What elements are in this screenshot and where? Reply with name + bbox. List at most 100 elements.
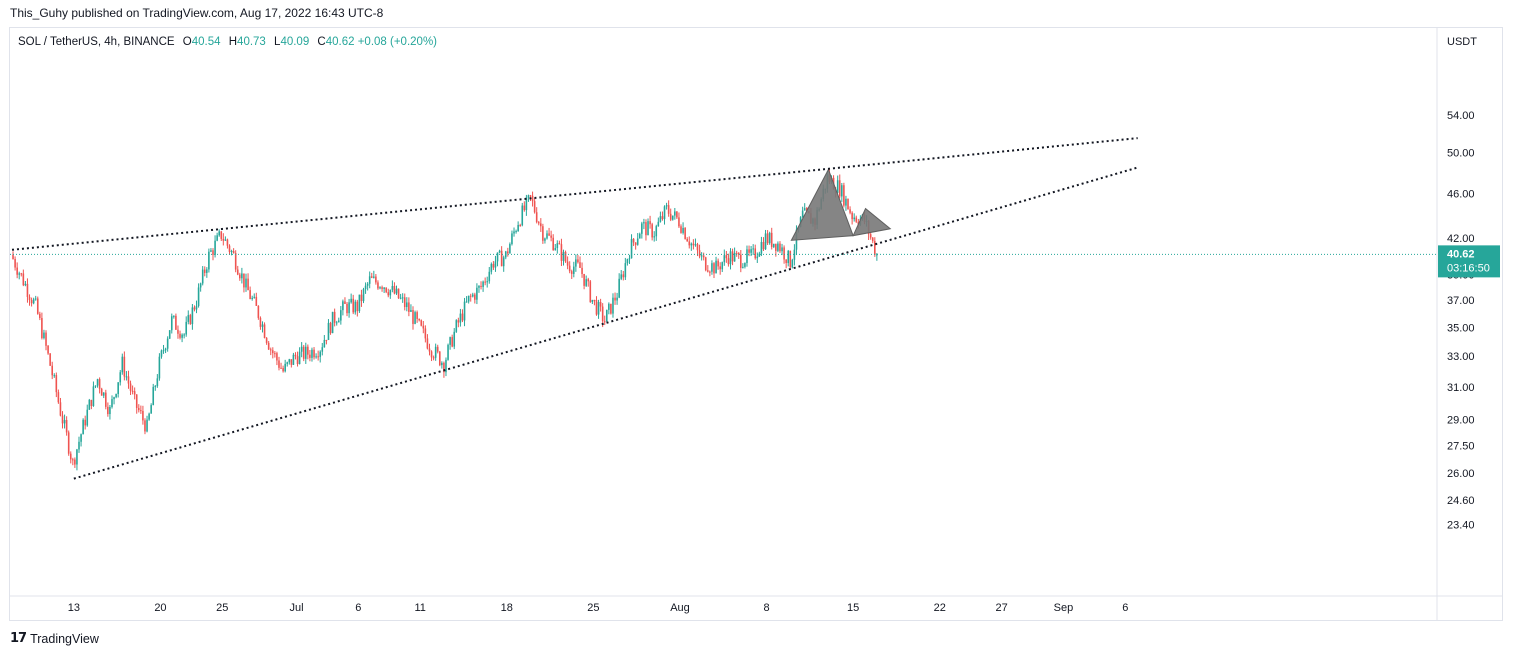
- candle-up: [364, 285, 367, 290]
- candle-up: [612, 297, 614, 314]
- candle-down: [731, 251, 734, 262]
- price-tick-label: 29.00: [1447, 414, 1475, 426]
- high-value: 40.73: [237, 36, 266, 48]
- candle-up: [471, 294, 474, 297]
- candle-up: [729, 251, 732, 265]
- candle-down: [420, 320, 423, 326]
- candle-down: [595, 300, 598, 315]
- candle-up: [80, 434, 82, 442]
- candle-up: [156, 378, 159, 387]
- candle-down: [667, 205, 670, 214]
- candle-up: [643, 222, 645, 224]
- candle-down: [634, 242, 637, 245]
- candle-up: [733, 252, 736, 262]
- candle-down: [601, 306, 604, 322]
- candle-up: [663, 206, 666, 220]
- candle-down: [570, 271, 573, 274]
- candle-down: [22, 273, 25, 286]
- candle-up: [206, 269, 208, 273]
- candle-up: [764, 233, 767, 250]
- candle-up: [659, 216, 662, 222]
- candle-up: [183, 334, 185, 336]
- candle-up: [218, 231, 220, 236]
- candle-down: [325, 339, 328, 341]
- candle-up: [746, 249, 748, 264]
- candle-up: [187, 315, 190, 322]
- candle-up: [690, 243, 693, 246]
- candle-up: [197, 287, 200, 306]
- candle-up: [641, 223, 643, 234]
- candle-up: [476, 287, 478, 300]
- chart-frame[interactable]: [9, 27, 1503, 621]
- candle-down: [696, 244, 699, 251]
- pattern-triangle: [790, 168, 854, 241]
- candle-up: [525, 197, 528, 211]
- candle-up: [517, 224, 519, 232]
- candle-up: [152, 386, 155, 406]
- open-value: 40.54: [191, 36, 221, 48]
- publisher-line: This_Guhy published on TradingView.com, …: [10, 6, 384, 20]
- candle-down: [418, 318, 420, 321]
- candle-up: [115, 393, 117, 398]
- time-tick-label: 18: [501, 602, 513, 614]
- candle-down: [98, 379, 101, 389]
- candle-up: [148, 413, 150, 420]
- candle-down: [232, 251, 235, 254]
- candle-down: [387, 292, 390, 296]
- candle-down: [416, 312, 418, 319]
- candle-down: [838, 180, 841, 197]
- candle-down: [20, 273, 23, 275]
- time-tick-label: 22: [934, 602, 946, 614]
- candle-up: [340, 310, 342, 321]
- candle-down: [443, 362, 445, 373]
- candle-down: [220, 231, 223, 239]
- candle-down: [533, 201, 536, 213]
- candle-up: [620, 274, 623, 279]
- footer-brand[interactable]: 17 TradingView: [10, 631, 99, 646]
- candle-down: [55, 375, 58, 393]
- candle-down: [302, 346, 305, 359]
- candle-up: [241, 273, 243, 279]
- candle-down: [36, 298, 39, 314]
- price-tick-label: 26.00: [1447, 468, 1475, 480]
- candle-up: [496, 252, 499, 262]
- candle-down: [589, 281, 592, 303]
- candle-up: [509, 244, 511, 254]
- candle-up: [410, 310, 412, 312]
- pattern-triangle: [852, 207, 892, 237]
- candle-up: [626, 259, 629, 264]
- candle-up: [166, 338, 169, 349]
- candle-down: [537, 222, 540, 224]
- candle-up: [63, 419, 66, 424]
- candle-up: [354, 301, 357, 313]
- candle-down: [426, 338, 429, 349]
- candle-down: [137, 407, 140, 411]
- candle-up: [787, 250, 790, 264]
- candle-up: [24, 283, 27, 286]
- candle-down: [344, 301, 346, 304]
- candle-up: [113, 397, 115, 400]
- price-tick-label: 42.00: [1447, 233, 1475, 245]
- candle-down: [737, 253, 740, 255]
- candle-up: [191, 307, 194, 325]
- candle-up: [554, 248, 557, 251]
- candle-down: [84, 419, 86, 426]
- candle-up: [117, 382, 119, 394]
- candle-up: [164, 348, 167, 351]
- candle-down: [622, 274, 625, 278]
- candle-down: [669, 213, 672, 220]
- candle-down: [535, 212, 538, 223]
- symbol-name: SOL / TetherUS, 4h, BINANCE: [18, 36, 175, 48]
- candle-up: [154, 386, 157, 388]
- candle-up: [511, 233, 513, 245]
- candle-down: [587, 279, 590, 282]
- candle-down: [432, 357, 435, 359]
- candle-down: [203, 269, 206, 273]
- candle-down: [193, 307, 196, 310]
- candle-down: [480, 285, 482, 287]
- candle-up: [216, 235, 218, 241]
- candle-down: [678, 217, 680, 227]
- candle-down: [688, 241, 691, 246]
- candle-down: [222, 238, 225, 241]
